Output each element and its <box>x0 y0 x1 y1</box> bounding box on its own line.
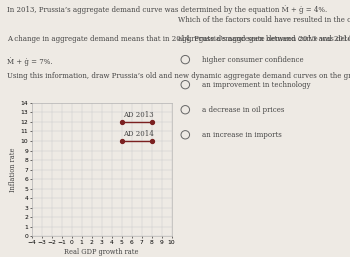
Text: Which of the factors could have resulted in the change in: Which of the factors could have resulted… <box>178 16 350 24</box>
Text: aggregate demand seen between 2013 and 2014?: aggregate demand seen between 2013 and 2… <box>178 35 350 43</box>
Text: an increase in imports: an increase in imports <box>202 131 282 139</box>
Y-axis label: Inflation rate: Inflation rate <box>9 147 18 192</box>
Text: an improvement in technology: an improvement in technology <box>202 81 311 89</box>
Text: Using this information, draw Prussia’s old and new dynamic aggregate demand curv: Using this information, draw Prussia’s o… <box>7 72 350 80</box>
Text: AD 2014: AD 2014 <box>123 130 154 138</box>
Text: a decrease in oil prices: a decrease in oil prices <box>202 106 285 114</box>
Text: In 2013, Prussia’s aggregate demand curve was determined by the equation Ṁ + ġ =: In 2013, Prussia’s aggregate demand curv… <box>7 5 327 14</box>
X-axis label: Real GDP growth rate: Real GDP growth rate <box>64 248 139 256</box>
Text: higher consumer confidence: higher consumer confidence <box>202 56 304 64</box>
Text: A change in aggregate demand means that in 2014, Prussia’s aggregate demand curv: A change in aggregate demand means that … <box>7 35 350 43</box>
Text: Ṁ + ġ = 7%.: Ṁ + ġ = 7%. <box>7 57 52 66</box>
Text: AD 2013: AD 2013 <box>123 111 154 118</box>
